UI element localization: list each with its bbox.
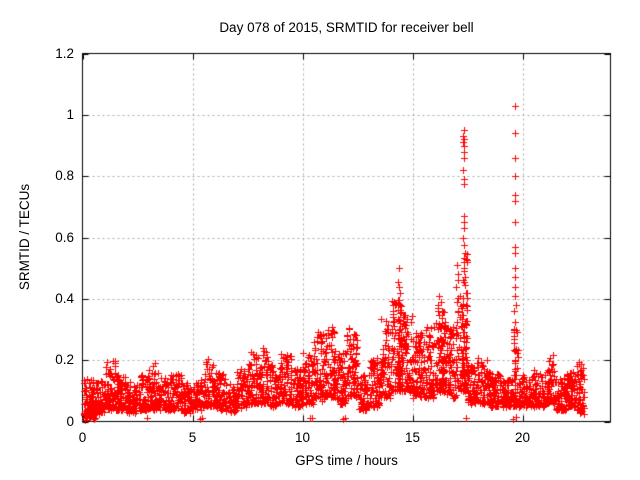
y-tick-label: 0.8: [55, 168, 74, 184]
x-tick-label: 0: [78, 430, 87, 445]
x-tick-label: 5: [188, 430, 197, 445]
x-axis-label: GPS time / hours: [295, 453, 398, 468]
x-tick-label: 20: [514, 430, 531, 445]
y-tick-label: 1.2: [55, 45, 74, 61]
y-tick-label: 0.6: [55, 229, 74, 245]
y-tick-label: 0.2: [55, 352, 74, 368]
y-tick-label: 0.4: [55, 290, 74, 306]
y-tick-label: 0: [66, 413, 74, 429]
y-tick-label: 1: [66, 106, 74, 122]
chart-title: Day 078 of 2015, SRMTID for receiver bel…: [219, 20, 474, 35]
x-tick-label: 15: [404, 430, 421, 445]
x-tick-label: 10: [294, 430, 311, 445]
